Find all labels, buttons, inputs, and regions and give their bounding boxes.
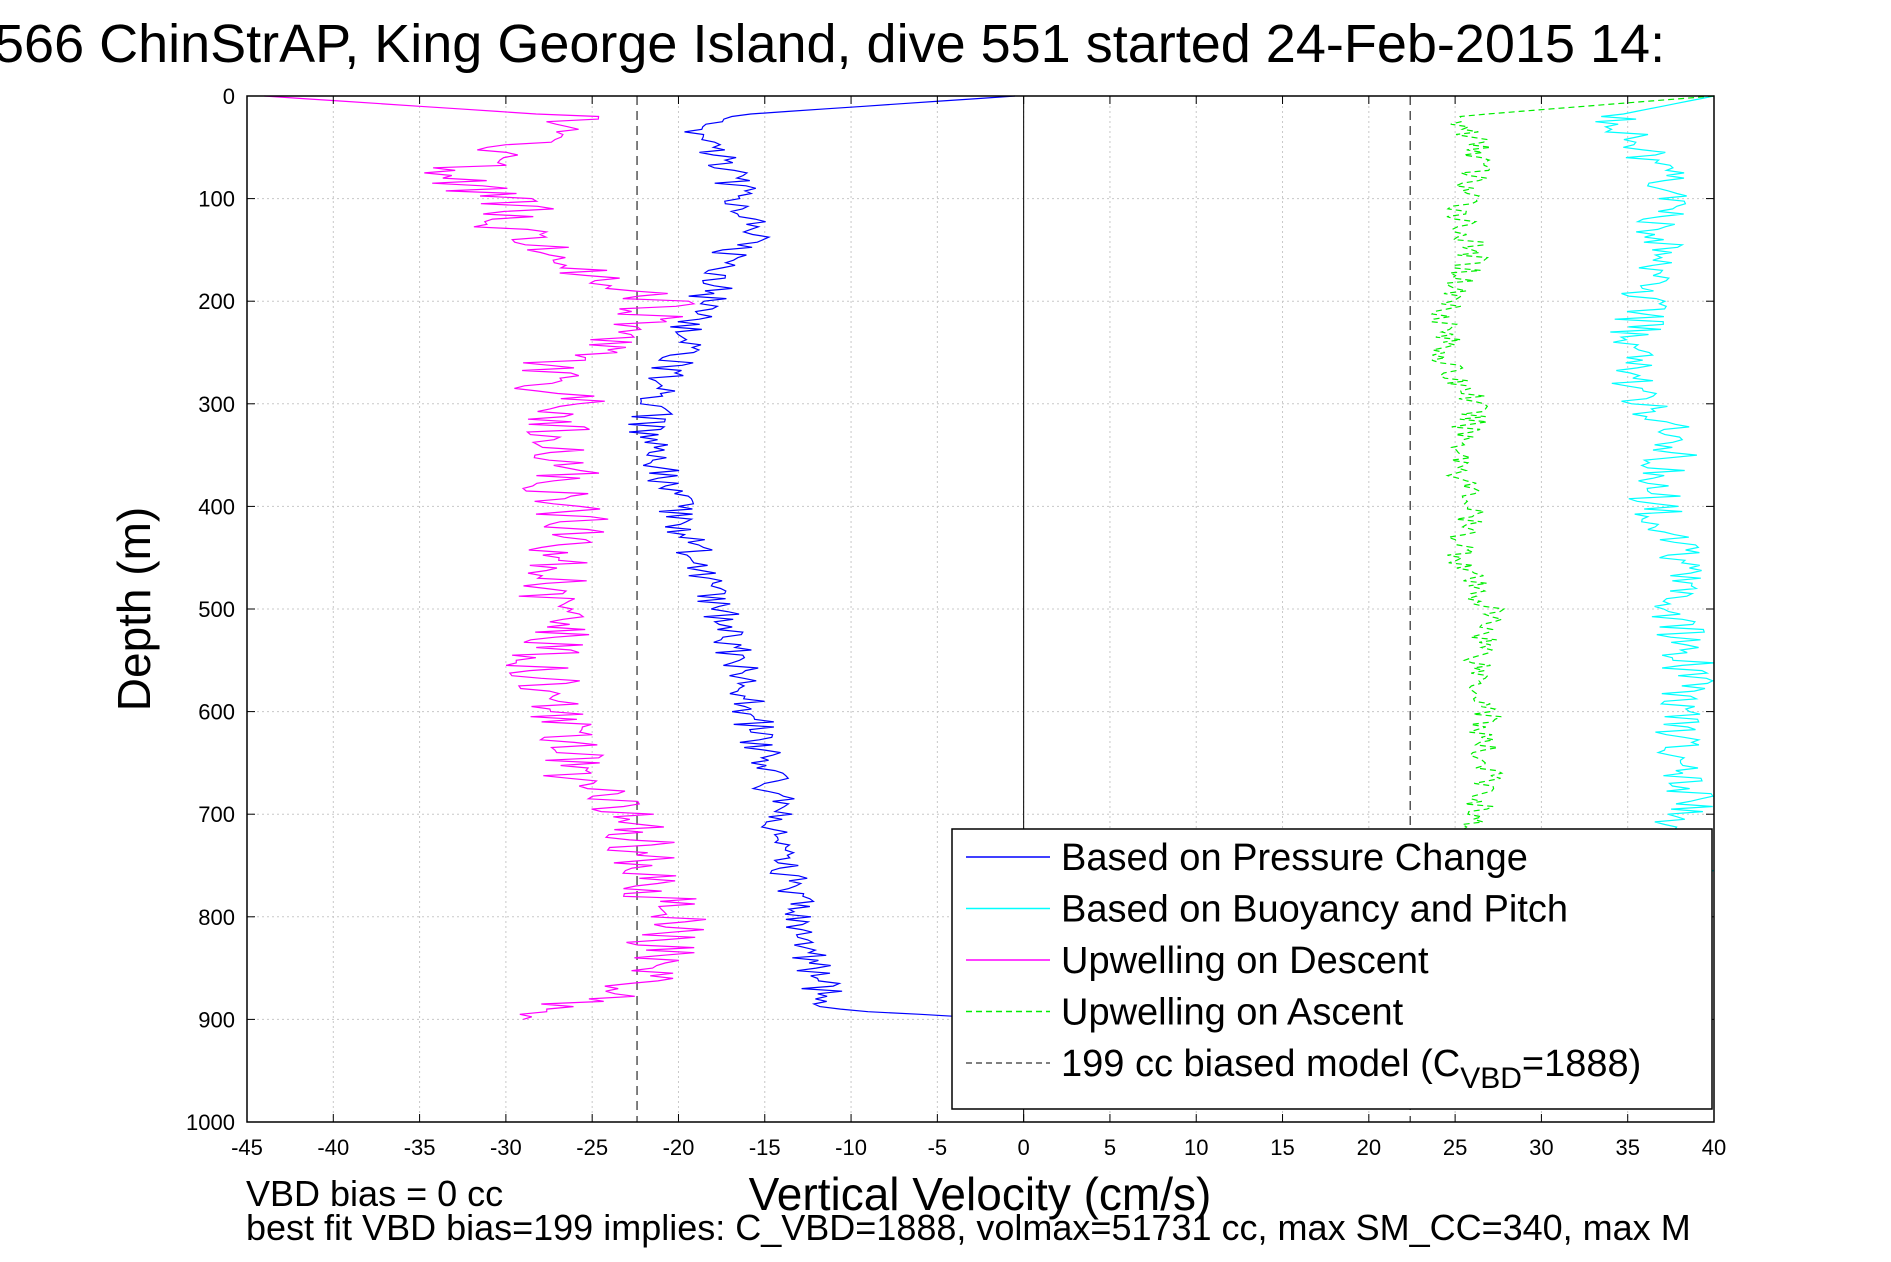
series-line — [264, 95, 707, 1020]
legend-label: Based on Pressure Change — [1061, 837, 1528, 879]
legend-box — [951, 828, 1713, 1110]
x-tick-label: 25 — [1443, 1135, 1467, 1160]
x-tick-label: 10 — [1184, 1135, 1208, 1160]
x-tick-label: -15 — [749, 1135, 781, 1160]
chart-title: 566 ChinStrAP, King George Island, dive … — [0, 14, 1665, 74]
x-tick-label: -30 — [490, 1135, 522, 1160]
annotation-best-fit: best fit VBD bias=199 implies: C_VBD=188… — [246, 1207, 1691, 1248]
x-tick-label: 15 — [1270, 1135, 1294, 1160]
x-tick-label: -40 — [317, 1135, 349, 1160]
axis-ticks: -45 -40 -35 -30 -25 -20 -15 -10 -5 0 5 10 15 20 25 30 35… — [186, 84, 1726, 1160]
x-tick-label: 40 — [1702, 1135, 1726, 1160]
annotation-vbd-bias: VBD bias = 0 cc — [246, 1173, 503, 1214]
y-tick-label: 600 — [198, 700, 235, 725]
x-tick-label: 0 — [1018, 1135, 1030, 1160]
x-tick-label: -35 — [404, 1135, 436, 1160]
legend: Based on Pressure Change Based on Buoyanc… — [951, 828, 1713, 1110]
x-tick-label: -20 — [663, 1135, 695, 1160]
legend-label: Based on Buoyancy and Pitch — [1061, 889, 1568, 931]
y-tick-label: 0 — [223, 84, 235, 109]
y-tick-label: 700 — [198, 802, 235, 827]
x-tick-label: 20 — [1357, 1135, 1381, 1160]
x-tick-label: 35 — [1615, 1135, 1639, 1160]
y-tick-label: 100 — [198, 187, 235, 212]
y-axis-label: Depth (m) — [108, 507, 160, 711]
x-tick-label: 5 — [1104, 1135, 1116, 1160]
y-tick-label: 400 — [198, 494, 235, 519]
x-tick-label: -45 — [231, 1135, 263, 1160]
y-tick-label: 800 — [198, 905, 235, 930]
x-tick-label: -10 — [835, 1135, 867, 1160]
series-line — [628, 95, 1016, 1020]
y-tick-label: 200 — [198, 289, 235, 314]
y-tick-label: 300 — [198, 392, 235, 417]
x-axis-label: Vertical Velocity (cm/s) — [749, 1168, 1212, 1220]
series-line — [1595, 95, 1715, 877]
x-tick-label: -5 — [928, 1135, 948, 1160]
x-tick-label: 30 — [1529, 1135, 1553, 1160]
legend-label: Upwelling on Ascent — [1061, 992, 1404, 1034]
y-tick-label: 900 — [198, 1007, 235, 1032]
series-line — [1429, 95, 1715, 831]
y-tick-label: 500 — [198, 597, 235, 622]
y-tick-label: 1000 — [186, 1110, 235, 1135]
legend-label: Upwelling on Descent — [1061, 940, 1429, 982]
x-tick-label: -25 — [576, 1135, 608, 1160]
